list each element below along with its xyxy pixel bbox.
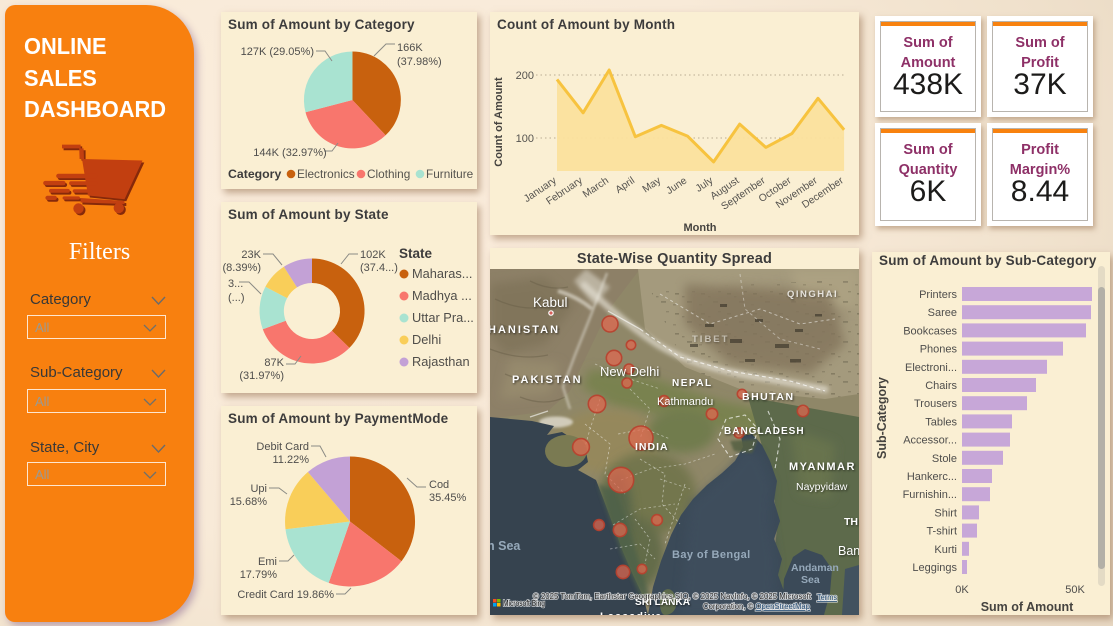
svg-text:(31.97%): (31.97%) — [239, 370, 284, 382]
svg-text:INDIA: INDIA — [635, 441, 669, 453]
svg-text:Credit Card 19.86%: Credit Card 19.86% — [237, 589, 334, 601]
svg-text:Microsoft Bing: Microsoft Bing — [503, 599, 545, 608]
svg-text:MYANMAR: MYANMAR — [789, 461, 856, 473]
svg-text:Leggings: Leggings — [912, 562, 957, 574]
svg-text:15.68%: 15.68% — [230, 496, 268, 508]
svg-text:May: May — [641, 175, 664, 195]
svg-text:March: March — [581, 175, 611, 200]
svg-text:Category: Category — [228, 167, 281, 181]
svg-text:200: 200 — [516, 70, 534, 82]
svg-text:Furnishin...: Furnishin... — [903, 489, 957, 501]
svg-text:Accessor...: Accessor... — [903, 435, 957, 447]
svg-text:Count of Amount: Count of Amount — [493, 77, 505, 167]
svg-text:11.22%: 11.22% — [273, 454, 310, 466]
svg-text:127K (29.05%): 127K (29.05%) — [241, 46, 314, 58]
svg-text:(37.4...): (37.4...) — [360, 262, 398, 274]
svg-text:Madhya ...: Madhya ... — [412, 288, 472, 303]
svg-text:Debit Card: Debit Card — [256, 441, 309, 453]
svg-text:17.79%: 17.79% — [240, 569, 278, 581]
svg-text:Kurti: Kurti — [934, 544, 957, 556]
svg-text:Maharas...: Maharas... — [412, 266, 472, 281]
svg-text:144K (32.97%): 144K (32.97%) — [253, 147, 326, 159]
svg-text:Cod: Cod — [429, 479, 449, 491]
svg-text:3...: 3... — [228, 278, 243, 290]
svg-text:Kathmandu: Kathmandu — [657, 396, 713, 408]
svg-text:© 2025 TomTom, Earthstar Geogr: © 2025 TomTom, Earthstar Geographics SIO… — [533, 592, 812, 601]
svg-text:(37.98%): (37.98%) — [397, 56, 442, 68]
svg-text:TIBET: TIBET — [692, 334, 729, 345]
svg-text:100: 100 — [516, 133, 534, 145]
svg-text:Phones: Phones — [920, 344, 958, 356]
svg-text:Delhi: Delhi — [412, 332, 441, 347]
svg-text:PAKISTAN: PAKISTAN — [512, 374, 583, 386]
svg-text:Bookcases: Bookcases — [903, 325, 957, 337]
svg-text:Chairs: Chairs — [925, 380, 957, 392]
svg-text:Laccadive: Laccadive — [600, 611, 662, 615]
svg-text:BHUTAN: BHUTAN — [742, 391, 795, 403]
svg-text:QINGHAI: QINGHAI — [787, 289, 838, 300]
svg-text:Bay of Bengal: Bay of Bengal — [672, 549, 751, 561]
svg-text:n Sea: n Sea — [490, 539, 521, 553]
svg-text:Month: Month — [684, 222, 717, 234]
svg-text:BANGLADESH: BANGLADESH — [724, 426, 805, 437]
svg-text:166K: 166K — [397, 42, 423, 54]
svg-text:Uttar Pra...: Uttar Pra... — [412, 310, 474, 325]
svg-text:35.45%: 35.45% — [429, 492, 467, 504]
svg-text:June: June — [665, 175, 690, 197]
svg-text:(8.39%): (8.39%) — [222, 262, 261, 274]
svg-text:New Delhi: New Delhi — [600, 364, 659, 379]
svg-text:SRI LANKA: SRI LANKA — [635, 596, 690, 608]
svg-text:Upi: Upi — [250, 483, 267, 495]
svg-text:Shirt: Shirt — [934, 507, 957, 519]
svg-text:Andaman: Andaman — [791, 562, 839, 574]
svg-text:Hankerc...: Hankerc... — [907, 471, 957, 483]
svg-text:Emi: Emi — [258, 556, 277, 568]
svg-text:Sub-Category: Sub-Category — [875, 377, 889, 459]
svg-text:Clothing: Clothing — [367, 167, 410, 181]
svg-text:Trousers: Trousers — [914, 398, 957, 410]
svg-text:(...): (...) — [228, 292, 245, 304]
svg-text:Furniture: Furniture — [426, 167, 474, 181]
svg-text:Sea: Sea — [801, 574, 820, 586]
svg-text:23K: 23K — [241, 249, 261, 261]
svg-text:Rajasthan: Rajasthan — [412, 354, 470, 369]
svg-text:Sum of Amount: Sum of Amount — [981, 600, 1074, 614]
svg-text:Naypyidaw: Naypyidaw — [796, 481, 848, 493]
svg-text:87K: 87K — [264, 357, 284, 369]
svg-text:0K: 0K — [955, 584, 969, 596]
svg-text:Tables: Tables — [925, 416, 957, 428]
svg-text:T-shirt: T-shirt — [926, 526, 957, 538]
svg-text:Electronics: Electronics — [297, 167, 355, 181]
svg-text:Saree: Saree — [928, 307, 957, 319]
svg-text:Electroni...: Electroni... — [905, 362, 957, 374]
svg-text:Bang: Bang — [838, 544, 859, 558]
svg-text:Corporation, © OpenStreetMap: Corporation, © OpenStreetMap — [703, 602, 811, 611]
svg-text:NEPAL: NEPAL — [672, 378, 713, 389]
svg-text:State: State — [399, 246, 433, 261]
svg-text:TH: TH — [844, 516, 858, 528]
svg-text:April: April — [614, 175, 637, 196]
svg-text:102K: 102K — [360, 249, 386, 261]
svg-text:50K: 50K — [1065, 584, 1085, 596]
svg-text:Stole: Stole — [932, 453, 957, 465]
svg-text:Kabul: Kabul — [533, 295, 568, 310]
svg-text:Terms: Terms — [817, 593, 837, 602]
svg-text:Printers: Printers — [919, 289, 957, 301]
svg-text:HANISTAN: HANISTAN — [490, 324, 560, 336]
